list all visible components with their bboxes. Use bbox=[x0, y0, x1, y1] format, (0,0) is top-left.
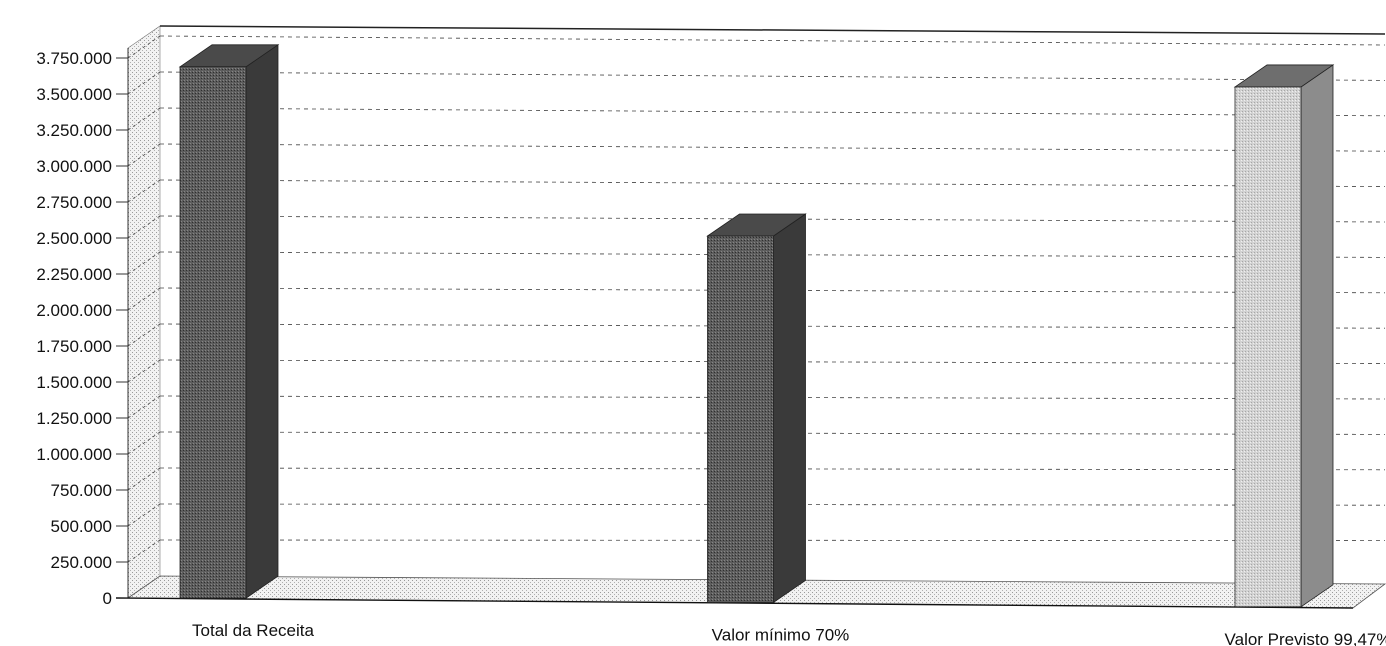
bar bbox=[178, 44, 280, 599]
x-tick-label: Valor Previsto 99,47% bbox=[1225, 630, 1386, 646]
gridline-wall bbox=[127, 179, 161, 203]
gridline-wall bbox=[127, 539, 161, 563]
bar bbox=[1233, 64, 1335, 608]
x-tick-label: Valor mínimo 70% bbox=[712, 625, 850, 644]
gridline-wall bbox=[127, 323, 161, 347]
gridline-wall bbox=[127, 287, 161, 311]
gridline bbox=[159, 71, 1386, 81]
left-wall bbox=[127, 25, 161, 599]
y-tick-label: 750.000 bbox=[51, 481, 112, 500]
gridline-wall bbox=[127, 107, 161, 131]
y-tick-label: 3.250.000 bbox=[36, 121, 112, 140]
gridline-wall bbox=[127, 71, 161, 95]
y-tick-label: 1.500.000 bbox=[36, 373, 112, 392]
bars bbox=[178, 44, 1335, 608]
y-tick-label: 3.000.000 bbox=[36, 157, 112, 176]
bar-front bbox=[707, 235, 774, 603]
gridline-wall bbox=[127, 467, 161, 491]
gridline-wall bbox=[127, 215, 161, 239]
bar-side bbox=[245, 44, 279, 599]
bar-side bbox=[1300, 64, 1334, 608]
y-axis: 0 250.000 500.000 750.000 1.000.000 1.250.000… bbox=[36, 48, 129, 608]
y-tick-label: 1.750.000 bbox=[36, 337, 112, 356]
y-tick-label: 500.000 bbox=[51, 517, 112, 536]
bar bbox=[706, 213, 807, 604]
x-tick-label: Total da Receita bbox=[192, 621, 314, 640]
y-tick-label: 250.000 bbox=[51, 553, 112, 572]
gridline-wall bbox=[127, 431, 161, 455]
y-tick-label: 2.000.000 bbox=[36, 301, 112, 320]
y-tick-label: 2.250.000 bbox=[36, 265, 112, 284]
gridline-wall bbox=[127, 35, 161, 59]
y-tick-label: 3.750.000 bbox=[36, 49, 112, 68]
y-tick-label: 1.250.000 bbox=[36, 409, 112, 428]
gridline bbox=[159, 35, 1386, 46]
bar-front bbox=[179, 66, 247, 599]
y-tick-label: 1.000.000 bbox=[36, 445, 112, 464]
x-axis: Total da Receita Valor mínimo 70% Valor Pr… bbox=[192, 621, 1386, 646]
y-tick-label: 2.500.000 bbox=[36, 229, 112, 248]
y-tick-label: 3.500.000 bbox=[36, 85, 112, 104]
gridlines bbox=[127, 35, 1386, 563]
gridline-wall bbox=[127, 503, 161, 527]
bar-side bbox=[773, 213, 806, 604]
y-tick-label: 0 bbox=[103, 589, 112, 608]
gridline-wall bbox=[127, 143, 161, 167]
x-axis-line bbox=[115, 597, 1354, 609]
back-wall-top-edge bbox=[159, 25, 1386, 35]
gridline bbox=[159, 179, 1386, 188]
gridline bbox=[159, 107, 1386, 117]
bar-front bbox=[1234, 86, 1302, 608]
gridline-wall bbox=[127, 395, 161, 419]
gridline bbox=[159, 143, 1386, 152]
gridline-wall bbox=[127, 251, 161, 275]
y-tick-label: 2.750.000 bbox=[36, 193, 112, 212]
gridline-wall bbox=[127, 359, 161, 383]
